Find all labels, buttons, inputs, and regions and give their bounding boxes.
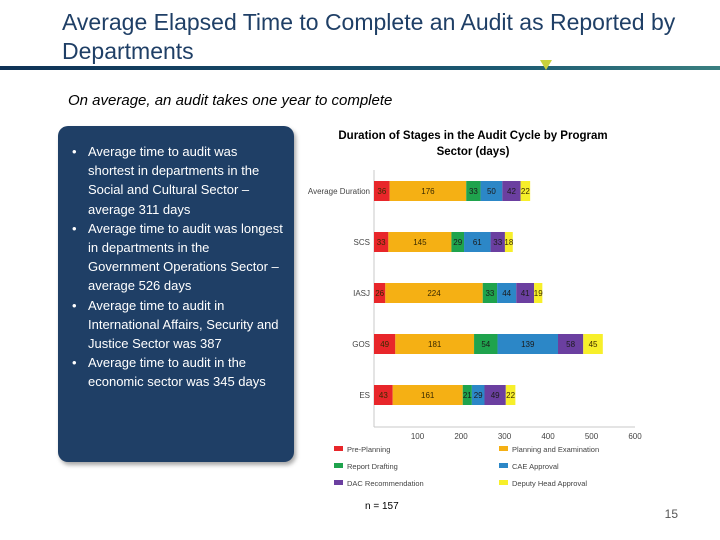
data-label: 44 bbox=[502, 289, 511, 298]
data-label: 224 bbox=[427, 289, 441, 298]
legend-swatch bbox=[334, 446, 343, 451]
bar-segment bbox=[534, 283, 543, 303]
bar-segment bbox=[374, 334, 396, 354]
data-label: 22 bbox=[506, 391, 515, 400]
bar-segment bbox=[464, 232, 491, 252]
legend-swatch bbox=[499, 446, 508, 451]
data-label: 19 bbox=[534, 289, 543, 298]
x-tick-label: 600 bbox=[628, 432, 642, 441]
legend-swatch bbox=[334, 463, 343, 468]
data-label: 42 bbox=[507, 187, 516, 196]
sample-size-note: n = 157 bbox=[365, 501, 399, 512]
legend-swatch bbox=[499, 480, 508, 485]
bar-segment bbox=[451, 232, 465, 252]
data-label: 41 bbox=[521, 289, 530, 298]
bar-segment bbox=[385, 283, 483, 303]
bar-segment bbox=[374, 283, 386, 303]
bullet-item: Average time to audit in International A… bbox=[72, 296, 284, 354]
title-rule bbox=[0, 66, 720, 70]
bar-segment bbox=[374, 181, 390, 201]
bar-segment bbox=[374, 232, 389, 252]
data-label: 181 bbox=[428, 340, 442, 349]
data-label: 33 bbox=[493, 238, 502, 247]
bar-segment bbox=[395, 334, 475, 354]
data-label: 22 bbox=[521, 187, 530, 196]
category-label: IASJ bbox=[353, 289, 370, 298]
data-label: 58 bbox=[566, 340, 575, 349]
bar-segment bbox=[583, 334, 603, 354]
title-rule-accent bbox=[540, 60, 552, 70]
x-tick-label: 500 bbox=[585, 432, 599, 441]
legend-label: Pre-Planning bbox=[347, 445, 390, 454]
data-label: 33 bbox=[377, 238, 386, 247]
x-tick-label: 400 bbox=[541, 432, 555, 441]
legend-label: Report Drafting bbox=[347, 462, 398, 471]
data-label: 29 bbox=[474, 391, 483, 400]
chart-title: Duration of Stages in the Audit Cycle by… bbox=[338, 130, 608, 158]
slide-subtitle: On average, an audit takes one year to c… bbox=[68, 92, 393, 109]
category-label: ES bbox=[359, 391, 370, 400]
data-label: 21 bbox=[463, 391, 472, 400]
bar-segment bbox=[484, 385, 506, 405]
data-label: 33 bbox=[485, 289, 494, 298]
legend-label: Deputy Head Approval bbox=[512, 479, 587, 488]
bar-segment bbox=[502, 181, 521, 201]
bar-segment bbox=[504, 232, 513, 252]
bar-segment bbox=[505, 385, 516, 405]
bar-segment bbox=[462, 385, 472, 405]
data-label: 26 bbox=[375, 289, 384, 298]
data-label: 54 bbox=[481, 340, 490, 349]
bar-segment bbox=[471, 385, 485, 405]
data-label: 161 bbox=[421, 391, 435, 400]
x-tick-label: 200 bbox=[454, 432, 468, 441]
bar-segment bbox=[466, 181, 481, 201]
data-label: 29 bbox=[453, 238, 462, 247]
bullet-item: Average time to audit was shortest in de… bbox=[72, 142, 284, 219]
data-label: 139 bbox=[521, 340, 535, 349]
data-label: 18 bbox=[504, 238, 513, 247]
bullet-item: Average time to audit in the economic se… bbox=[72, 353, 284, 391]
bar-segment bbox=[497, 334, 559, 354]
bar-segment bbox=[516, 283, 535, 303]
category-label: GOS bbox=[352, 340, 370, 349]
bar-segment bbox=[388, 232, 452, 252]
page-number: 15 bbox=[664, 507, 678, 521]
data-label: 45 bbox=[589, 340, 598, 349]
category-label: Average Duration bbox=[308, 187, 370, 196]
slide-title: Average Elapsed Time to Complete an Audi… bbox=[62, 9, 676, 64]
x-tick-label: 100 bbox=[411, 432, 425, 441]
data-label: 33 bbox=[469, 187, 478, 196]
category-label: SCS bbox=[354, 238, 370, 247]
legend-label: DAC Recommendation bbox=[347, 479, 424, 488]
bar-segment bbox=[490, 232, 505, 252]
legend-label: CAE Approval bbox=[512, 462, 559, 471]
bullet-item: Average time to audit was longest in dep… bbox=[72, 219, 284, 296]
data-label: 50 bbox=[487, 187, 496, 196]
legend-swatch bbox=[499, 463, 508, 468]
bar-segment bbox=[474, 334, 498, 354]
legend-label: Planning and Examination bbox=[512, 445, 599, 454]
legend-swatch bbox=[334, 480, 343, 485]
data-label: 61 bbox=[473, 238, 482, 247]
data-label: 49 bbox=[380, 340, 389, 349]
bullet-list: Average time to audit was shortest in de… bbox=[58, 126, 294, 392]
bar-segment bbox=[520, 181, 531, 201]
bar-segment bbox=[558, 334, 584, 354]
data-label: 176 bbox=[421, 187, 435, 196]
data-label: 145 bbox=[413, 238, 427, 247]
bar-segment bbox=[480, 181, 503, 201]
stacked-bar-chart: 100 200 300 400 500 600 Average Duration 36 176 3… bbox=[308, 170, 642, 488]
bar-segment bbox=[374, 385, 393, 405]
x-tick-label: 300 bbox=[498, 432, 512, 441]
data-label: 43 bbox=[379, 391, 388, 400]
bar-segment bbox=[497, 283, 517, 303]
bar-segment bbox=[392, 385, 463, 405]
bar-segment bbox=[389, 181, 467, 201]
summary-box: Average time to audit was shortest in de… bbox=[58, 126, 294, 462]
data-label: 49 bbox=[491, 391, 500, 400]
data-label: 36 bbox=[377, 187, 386, 196]
bar-segment bbox=[482, 283, 498, 303]
